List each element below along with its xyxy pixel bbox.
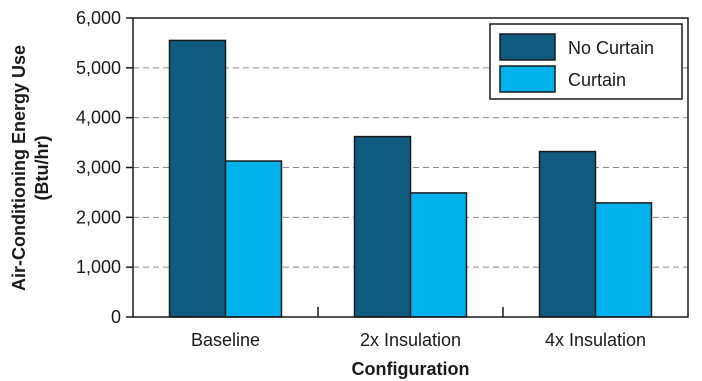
legend: No Curtain Curtain: [489, 23, 683, 100]
x-tick-label: Baseline: [191, 330, 260, 350]
legend-swatch-curtain: [499, 65, 556, 93]
legend-label-curtain: Curtain: [568, 70, 626, 90]
y-axis-title-line-1: Air-Conditioning Energy Use: [9, 45, 29, 291]
x-axis-ticks: Baseline 2x Insulation 4x Insulation: [191, 307, 646, 350]
x-tick-label: 4x Insulation: [545, 330, 646, 350]
bar-no-curtain-1: [353, 135, 412, 318]
x-axis-title: Configuration: [352, 359, 470, 379]
legend-label-no-curtain: No Curtain: [568, 38, 654, 58]
y-tick-label: 4,000: [76, 108, 121, 128]
y-tick-label: 5,000: [76, 58, 121, 78]
x-tick-label: 2x Insulation: [360, 330, 461, 350]
y-axis-ticks: 0 1,000 2,000 3,000 4,000 5,000 6,000: [76, 8, 133, 327]
bar-no-curtain-2: [538, 150, 597, 318]
y-axis-title-line-2: (Btu/hr): [32, 136, 52, 201]
legend-swatch-no-curtain: [499, 33, 556, 61]
bars: [168, 39, 653, 318]
bar-curtain-2: [594, 202, 653, 318]
bar-no-curtain-0: [168, 39, 227, 318]
y-tick-label: 3,000: [76, 158, 121, 178]
y-tick-label: 2,000: [76, 207, 121, 227]
bar-curtain-0: [224, 160, 283, 318]
y-tick-label: 0: [111, 307, 121, 327]
bar-curtain-1: [409, 192, 468, 318]
y-tick-label: 1,000: [76, 257, 121, 277]
y-tick-label: 6,000: [76, 8, 121, 28]
